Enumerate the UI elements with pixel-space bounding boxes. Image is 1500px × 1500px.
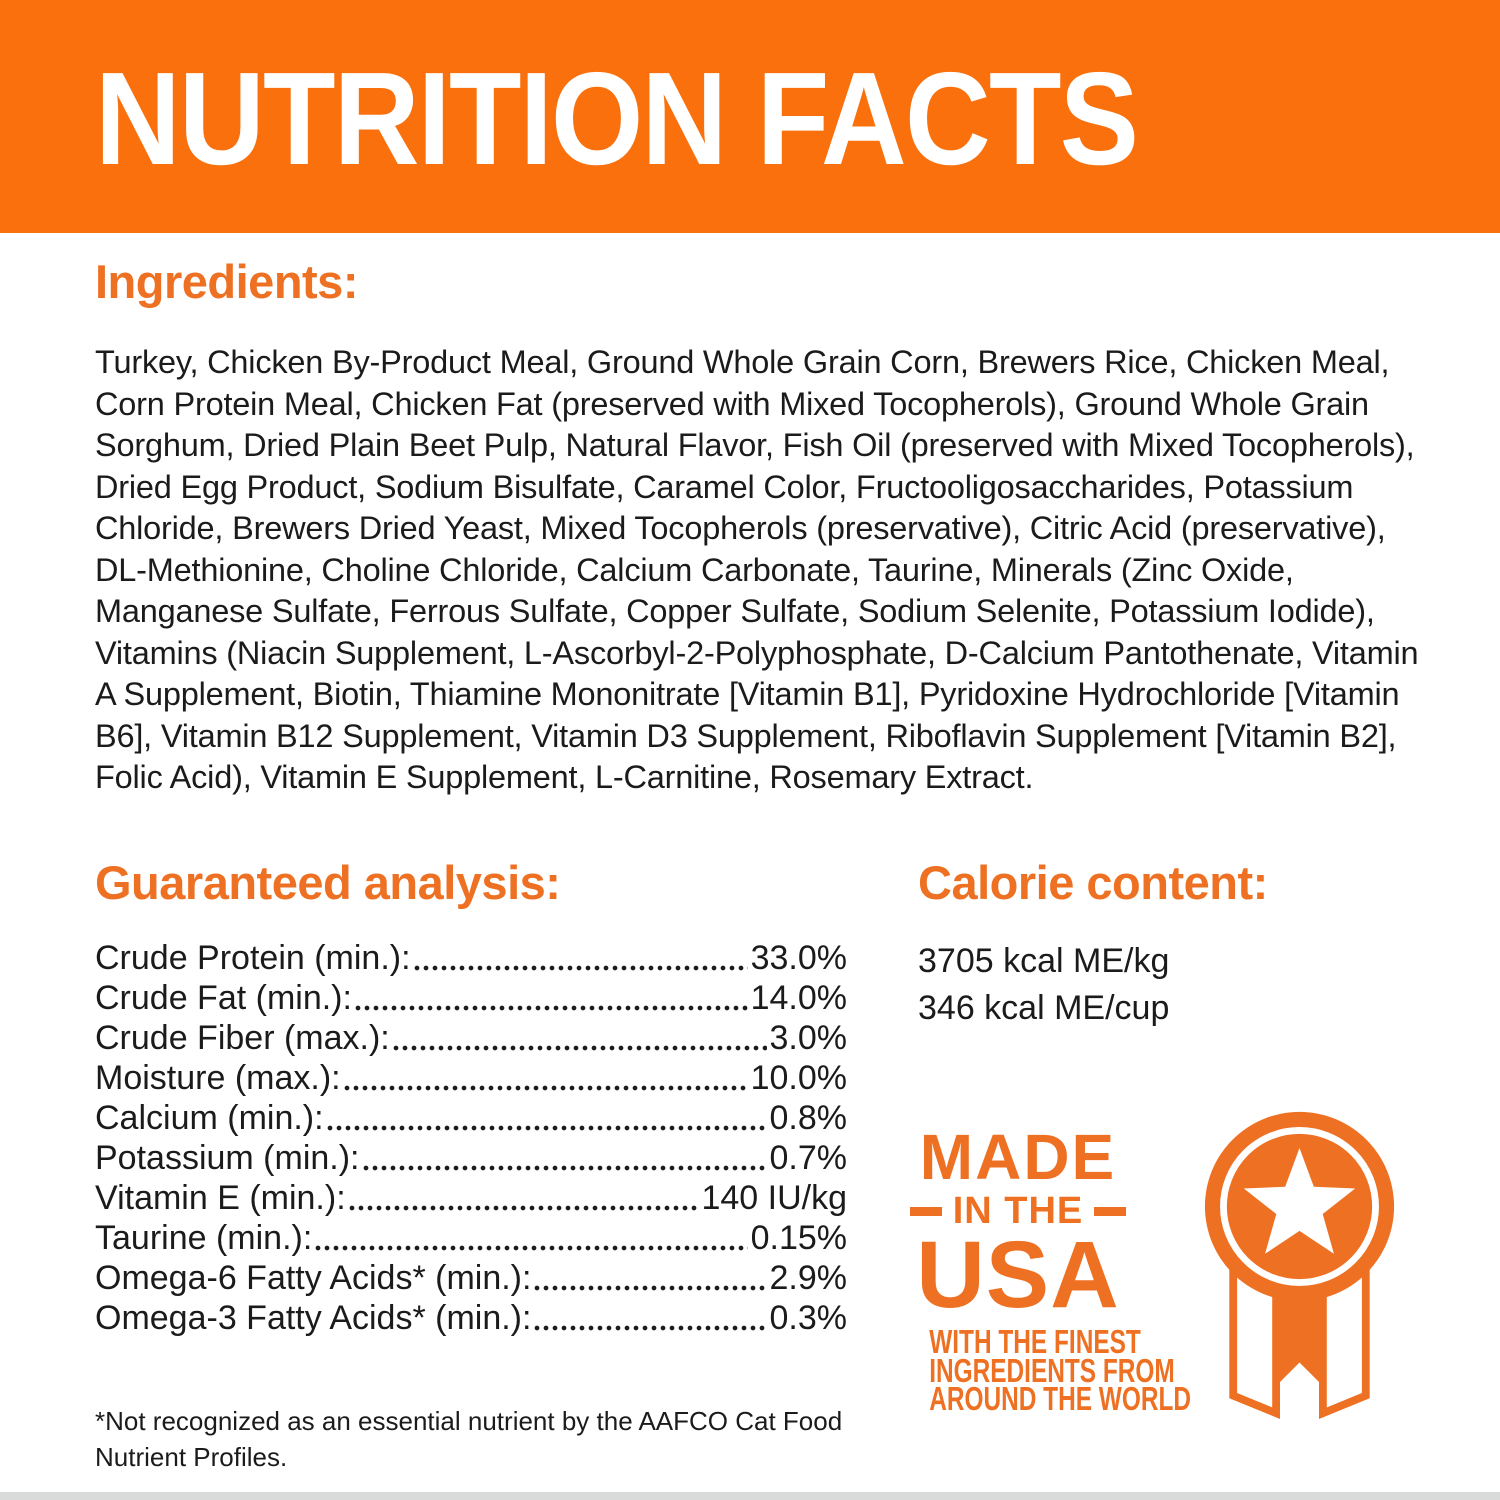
in-the-text-row: IN THE xyxy=(898,1190,1138,1232)
made-in-usa-badge: MADE IN THE USA WITH THE FINEST INGREDIE… xyxy=(898,1121,1192,1417)
usa-subtext: WITH THE FINEST INGREDIENTS FROM AROUND … xyxy=(898,1323,1192,1417)
guaranteed-analysis-table: Crude Protein (min.): 33.0% Crude Fat (m… xyxy=(95,938,847,1338)
analysis-label: Vitamin E (min.): xyxy=(95,1179,346,1217)
analysis-value: 14.0% xyxy=(750,979,847,1017)
analysis-value: 3.0% xyxy=(769,1019,848,1057)
usa-subtext-line: AROUND THE WORLD xyxy=(929,1380,1192,1417)
made-text: MADE xyxy=(919,1121,1117,1193)
analysis-value: 0.3% xyxy=(769,1299,848,1337)
analysis-value: 0.7% xyxy=(769,1139,848,1177)
analysis-label: Omega-3 Fatty Acids* (min.): xyxy=(95,1299,532,1337)
analysis-value: 0.8% xyxy=(769,1099,848,1137)
analysis-value: 140 IU/kg xyxy=(701,1179,847,1217)
dot-leader xyxy=(348,1205,699,1211)
dash-decoration xyxy=(1094,1206,1127,1216)
analysis-label: Moisture (max.): xyxy=(95,1059,341,1097)
medal-ring xyxy=(1220,1127,1379,1286)
analysis-label: Crude Fat (min.): xyxy=(95,979,352,1017)
dot-leader xyxy=(315,1245,748,1251)
table-row: Omega-6 Fatty Acids* (min.): 2.9% xyxy=(95,1258,847,1298)
bottom-edge-strip xyxy=(0,1492,1500,1500)
table-row: Calcium (min.): 0.8% xyxy=(95,1098,847,1138)
dot-leader xyxy=(534,1285,767,1291)
aafco-footnote: *Not recognized as an essential nutrient… xyxy=(95,1406,843,1472)
table-row: Crude Protein (min.): 33.0% xyxy=(95,938,847,978)
dash-decoration xyxy=(909,1206,942,1216)
calorie-content-heading: Calorie content: xyxy=(918,856,1268,909)
usa-text: USA xyxy=(916,1222,1120,1328)
analysis-label: Potassium (min.): xyxy=(95,1139,360,1177)
award-medal-star-ribbon-icon xyxy=(1204,1111,1395,1419)
dot-leader xyxy=(362,1165,767,1171)
page-title: NUTRITION FACTS xyxy=(95,45,1139,192)
table-row: Taurine (min.): 0.15% xyxy=(95,1218,847,1258)
calorie-content-values: 3705 kcal ME/kg 346 kcal ME/cup xyxy=(918,938,1169,1032)
analysis-value: 2.9% xyxy=(769,1259,848,1297)
dot-leader xyxy=(326,1125,767,1131)
usa-subtext-line: WITH THE FINEST xyxy=(929,1323,1141,1360)
calorie-per-cup: 346 kcal ME/cup xyxy=(918,989,1170,1027)
dot-leader xyxy=(413,965,748,971)
analysis-label: Taurine (min.): xyxy=(95,1219,313,1257)
star-icon xyxy=(1243,1147,1356,1254)
table-row: Crude Fat (min.): 14.0% xyxy=(95,978,847,1018)
dot-leader xyxy=(354,1005,748,1011)
analysis-label: Crude Fiber (max.): xyxy=(95,1019,390,1057)
calorie-per-kg: 3705 kcal ME/kg xyxy=(918,942,1170,980)
ingredients-paragraph: Turkey, Chicken By-Product Meal, Ground … xyxy=(95,344,1419,795)
table-row: Crude Fiber (max.): 3.0% xyxy=(95,1018,847,1058)
table-row: Moisture (max.): 10.0% xyxy=(95,1058,847,1098)
analysis-label: Calcium (min.): xyxy=(95,1099,324,1137)
table-row: Vitamin E (min.): 140 IU/kg xyxy=(95,1178,847,1218)
dot-leader xyxy=(343,1085,748,1091)
in-the-text: IN THE xyxy=(952,1190,1084,1232)
analysis-label: Crude Protein (min.): xyxy=(95,939,411,977)
analysis-value: 0.15% xyxy=(750,1219,847,1257)
guaranteed-analysis-heading: Guaranteed analysis: xyxy=(95,856,561,909)
table-row: Omega-3 Fatty Acids* (min.): 0.3% xyxy=(95,1298,847,1338)
title-banner: NUTRITION FACTS xyxy=(0,0,1500,233)
analysis-value: 33.0% xyxy=(750,939,847,977)
analysis-value: 10.0% xyxy=(750,1059,847,1097)
table-row: Potassium (min.): 0.7% xyxy=(95,1138,847,1178)
analysis-label: Omega-6 Fatty Acids* (min.): xyxy=(95,1259,532,1297)
dot-leader xyxy=(392,1045,767,1051)
ingredients-heading: Ingredients: xyxy=(95,255,358,308)
dot-leader xyxy=(534,1325,767,1331)
